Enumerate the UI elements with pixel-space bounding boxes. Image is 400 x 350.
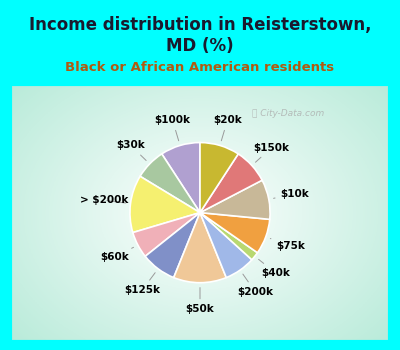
Wedge shape [200, 142, 238, 212]
Text: $150k: $150k [254, 142, 290, 162]
Wedge shape [200, 180, 270, 219]
Wedge shape [145, 212, 200, 278]
Text: $50k: $50k [186, 288, 214, 314]
Wedge shape [200, 212, 258, 260]
Text: Income distribution in Reisterstown,
MD (%): Income distribution in Reisterstown, MD … [29, 16, 371, 55]
Wedge shape [174, 212, 226, 283]
Text: $125k: $125k [124, 273, 160, 295]
Wedge shape [133, 212, 200, 256]
Text: > $200k: > $200k [80, 195, 128, 205]
Text: $20k: $20k [213, 115, 242, 141]
Text: $60k: $60k [100, 247, 134, 262]
Wedge shape [200, 154, 262, 212]
Wedge shape [200, 212, 270, 253]
Text: $200k: $200k [237, 274, 273, 297]
Wedge shape [130, 176, 200, 232]
Text: $100k: $100k [154, 115, 190, 141]
Text: $40k: $40k [259, 259, 290, 278]
Text: ⓘ City-Data.com: ⓘ City-Data.com [252, 109, 324, 118]
Text: $75k: $75k [270, 238, 305, 251]
Text: $30k: $30k [116, 140, 146, 161]
Wedge shape [140, 154, 200, 212]
Wedge shape [200, 212, 252, 278]
Text: Black or African American residents: Black or African American residents [66, 61, 334, 74]
Text: $10k: $10k [274, 189, 309, 199]
Wedge shape [162, 142, 200, 212]
